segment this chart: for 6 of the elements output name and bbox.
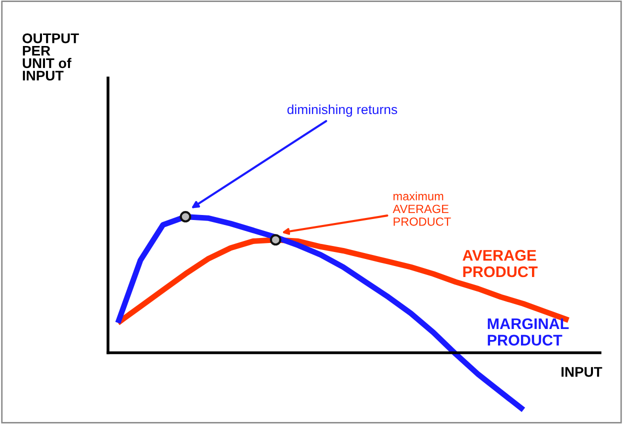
text: diminishing returns	[287, 104, 398, 117]
series-label: AVERAGE PRODUCT	[462, 250, 538, 278]
series-label: MARGINAL PRODUCT	[488, 318, 569, 346]
text: OUTPUT PER UNIT of INPUT	[22, 33, 79, 81]
annotation: maximum AVERAGE PRODUCT	[392, 192, 451, 226]
x-axis-title: INPUT	[562, 367, 602, 377]
